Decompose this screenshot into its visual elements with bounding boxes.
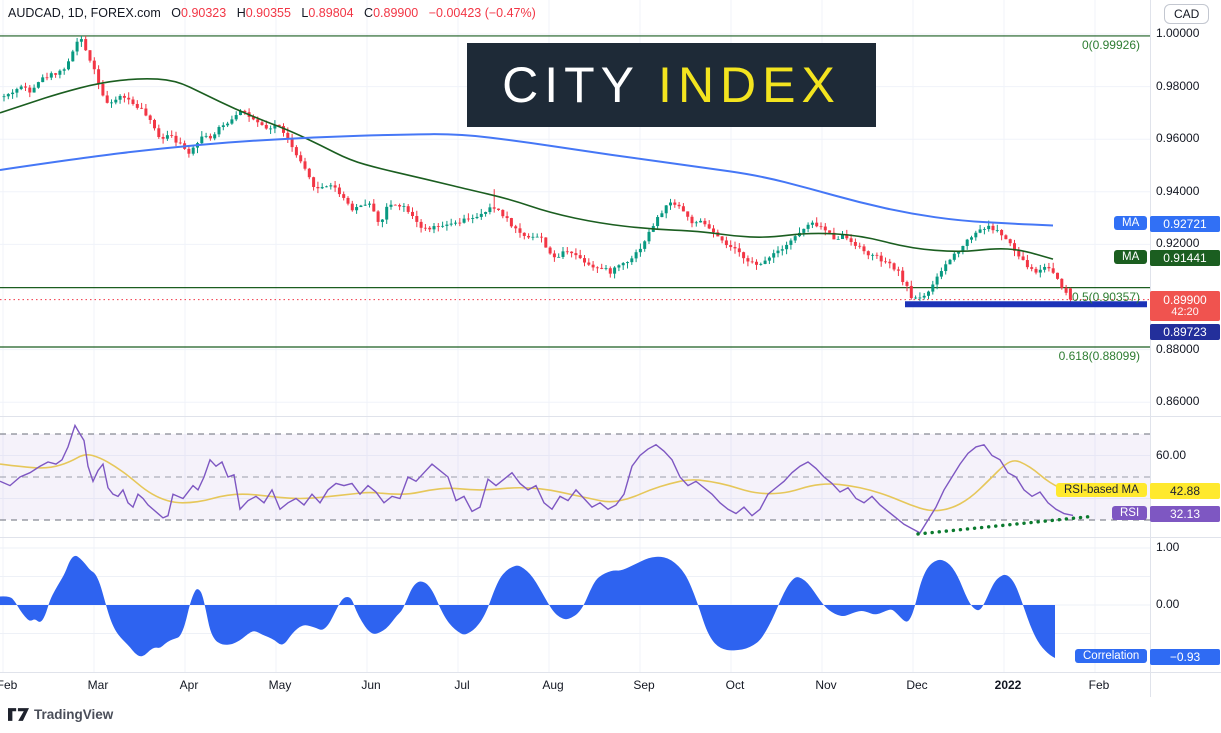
symbol-header[interactable]: AUDCAD, 1D, FOREX.com O0.90323 H0.90355 … — [8, 6, 536, 20]
ma-slow-chip: MA — [1114, 216, 1148, 231]
month-label: Dec — [906, 678, 928, 692]
price-tick-label: 0.96000 — [1156, 131, 1200, 146]
price-tick-label: 0.94000 — [1156, 183, 1200, 198]
fib-level-05-label[interactable]: 0.5(0.90357) — [1071, 289, 1140, 304]
rsi-pane[interactable] — [0, 423, 1150, 536]
month-label: Jun — [361, 678, 381, 692]
month-label: Mar — [87, 678, 109, 692]
month-label: May — [268, 678, 292, 692]
city-index-logo: CITY INDEX — [467, 43, 876, 127]
ohlc-open-value: 0.90323 — [181, 6, 227, 20]
month-label: Sep — [633, 678, 655, 692]
ma-slow-price-badge: 0.92721 — [1150, 216, 1220, 233]
month-label: Apr — [179, 678, 199, 692]
rsi-divergence-trendline[interactable] — [916, 515, 1090, 536]
correlation-value-badge: −0.93 — [1150, 649, 1220, 665]
ohlc-low-label: L — [301, 6, 309, 20]
rsi-tick-label: 60.00 — [1156, 447, 1187, 462]
rsi-value-badge: 32.13 — [1150, 506, 1220, 523]
change-value: −0.00423 (−0.47%) — [428, 6, 536, 20]
ohlc-high-label: H — [236, 6, 246, 20]
price-tick-label: 0.98000 — [1156, 78, 1200, 93]
last-price-value: 0.89900 — [1163, 292, 1207, 307]
month-label: Feb — [0, 678, 18, 692]
month-label: Feb — [1088, 678, 1110, 692]
correlation-tick-label: 1.00 — [1156, 540, 1180, 554]
candlesticks[interactable] — [2, 35, 1072, 303]
correlation-area[interactable] — [0, 555, 1055, 659]
correlation-chip: Correlation — [1075, 649, 1148, 663]
fib-level-0618-label[interactable]: 0.618(0.88099) — [1058, 348, 1140, 363]
symbol-title[interactable]: AUDCAD, 1D, FOREX.com — [8, 6, 161, 20]
price-tick-label: 0.88000 — [1156, 341, 1200, 356]
rsi-ma-chip: RSI-based MA — [1056, 483, 1147, 498]
rsi-line[interactable] — [0, 423, 1074, 534]
fib-retracement-lines[interactable] — [0, 35, 1150, 348]
month-label: Aug — [542, 678, 564, 692]
ohlc-close-label: C — [364, 6, 374, 20]
price-tick-label: 0.86000 — [1156, 394, 1200, 409]
ma-fast-price-badge: 0.91441 — [1150, 250, 1220, 267]
ma-fast-chip: MA — [1114, 250, 1148, 265]
currency-button[interactable]: CAD — [1164, 4, 1210, 24]
ma-fast-line[interactable] — [0, 78, 1054, 260]
month-label: Nov — [815, 678, 837, 692]
tradingview-mark-icon — [8, 708, 29, 721]
ohlc-high-value: 0.90355 — [245, 6, 291, 20]
month-label: Oct — [725, 678, 745, 692]
price-tick-label: 0.92000 — [1156, 236, 1200, 251]
last-price-badge: 0.89900 42:20 — [1150, 290, 1220, 321]
ma-slow-line[interactable] — [0, 133, 1054, 227]
bar-countdown: 42:20 — [1171, 305, 1199, 318]
tradingview-text: TradingView — [34, 707, 114, 722]
rsi-chip: RSI — [1112, 506, 1148, 521]
month-label: 2022 — [994, 678, 1022, 692]
price-tick-label: 1.00000 — [1156, 26, 1200, 40]
rsi-ma-line[interactable] — [0, 453, 1074, 512]
correlation-pane[interactable] — [0, 555, 1055, 659]
ohlc-low-value: 0.89804 — [308, 6, 354, 20]
logo-index-text: INDEX — [658, 57, 841, 113]
ohlc-close-value: 0.89900 — [373, 6, 419, 20]
rsi-ma-value-badge: 42.88 — [1150, 483, 1220, 500]
tradingview-logo[interactable]: TradingView — [8, 707, 113, 722]
logo-city-text: CITY — [502, 57, 641, 113]
month-label: Jul — [454, 678, 470, 692]
correlation-tick-label: 0.00 — [1156, 597, 1180, 611]
fib-level-0-label[interactable]: 0(0.99926) — [1081, 37, 1140, 52]
support-price-badge: 0.89723 — [1150, 323, 1220, 340]
ohlc-open-label: O — [171, 6, 182, 20]
